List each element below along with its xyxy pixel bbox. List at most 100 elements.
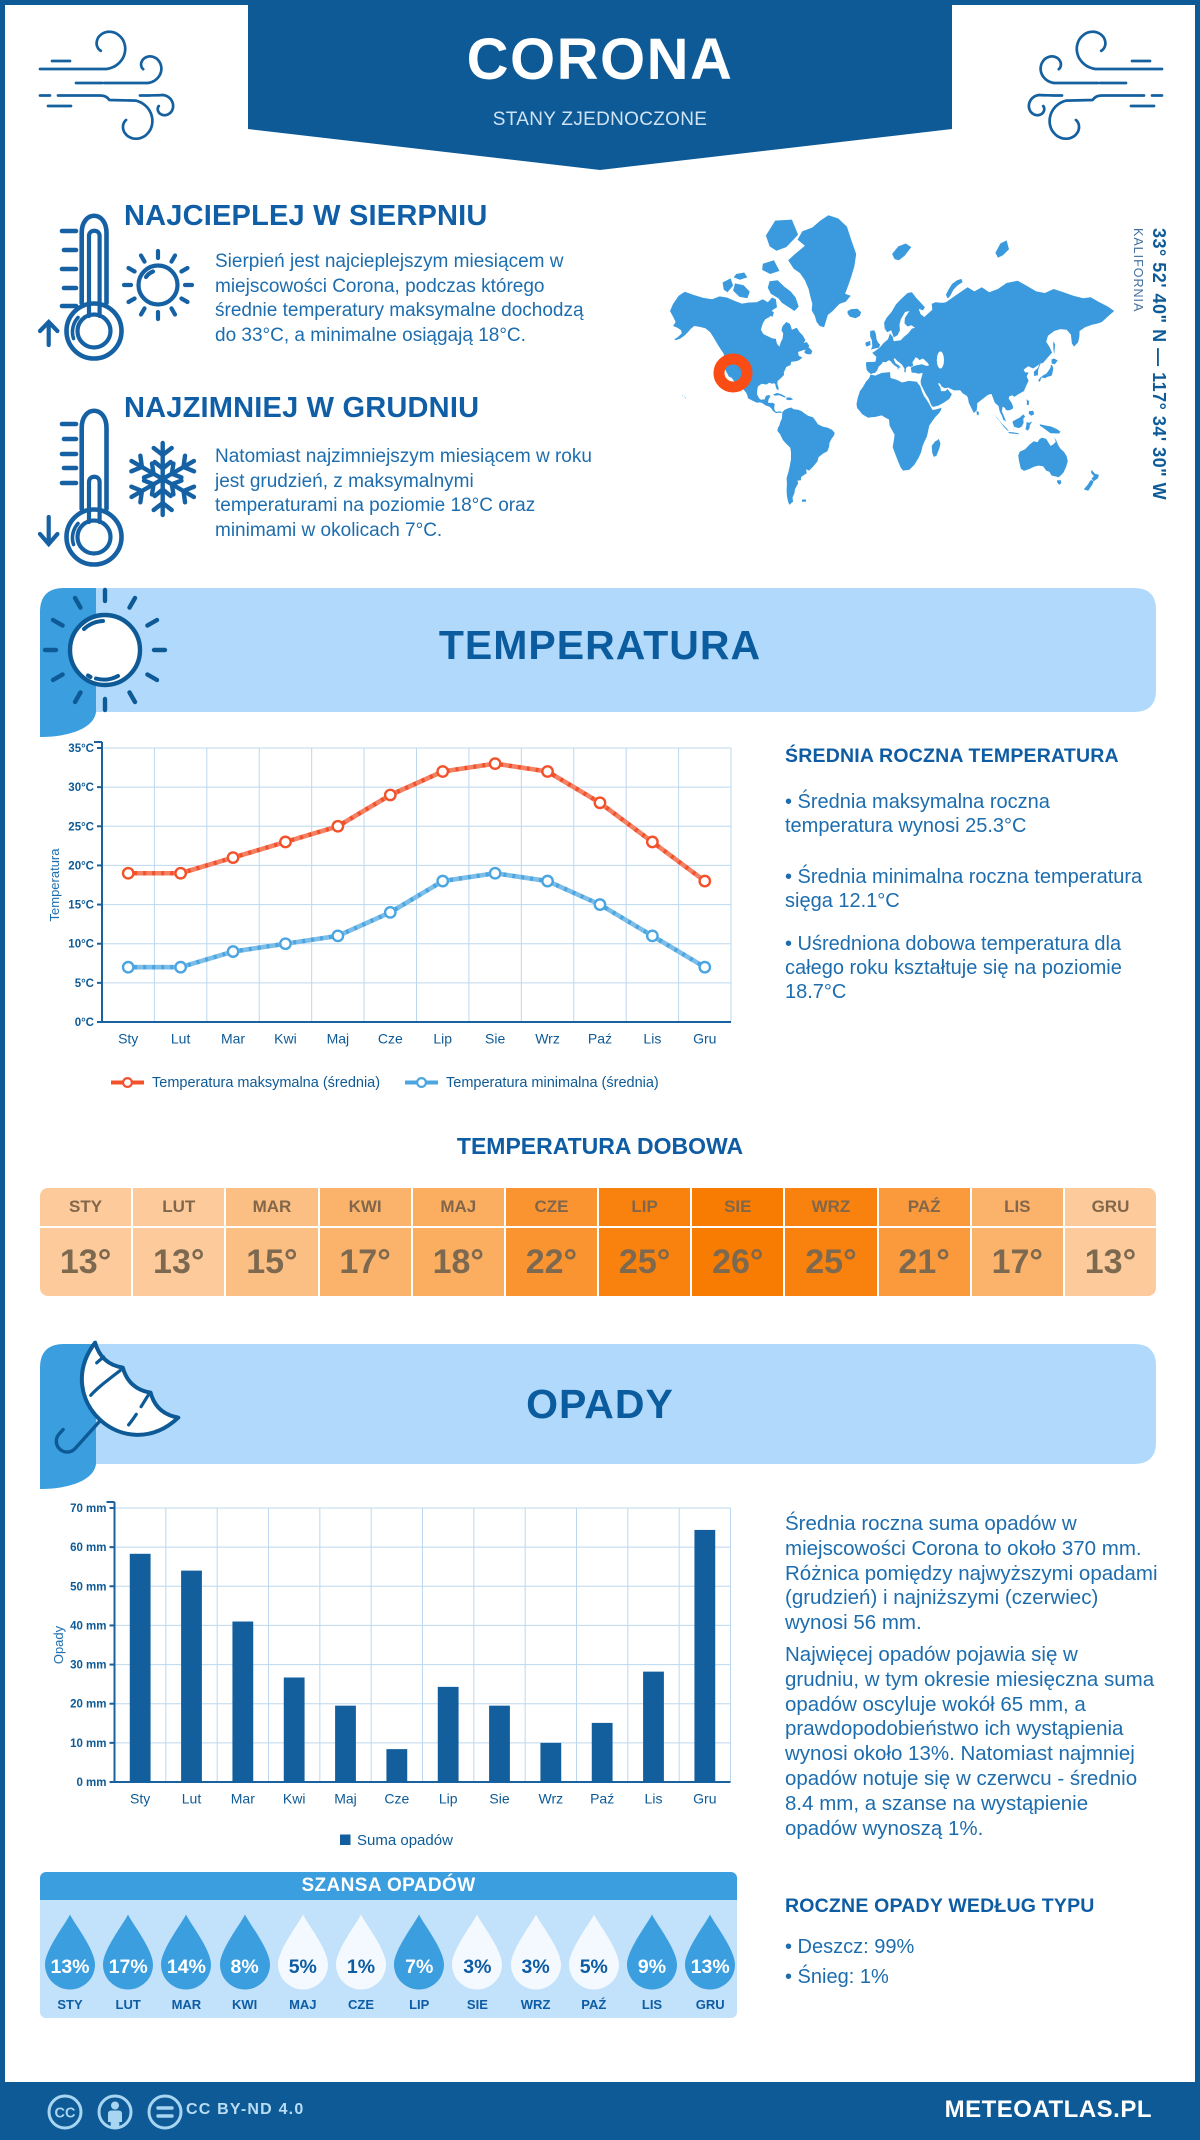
data-point-marker <box>174 866 188 880</box>
x-tick-label: Lut <box>182 1791 202 1807</box>
daily-temp-value: 17° <box>339 1242 391 1281</box>
daily-temp-value: 17° <box>991 1242 1044 1281</box>
chance-drops-row: 13% STY 17% LUT 14% MAR 8% KWI 5% MAJ 1% CZE 7% LIP 3%… <box>40 1900 737 2018</box>
x-tick-label: Lip <box>433 1031 452 1047</box>
drop-percent: 5% <box>579 1956 608 1978</box>
landmass-japan-honshu <box>1038 364 1054 382</box>
landmass-hispaniola <box>786 397 794 401</box>
drop-icon <box>103 1914 154 1990</box>
temperature-line-chart: 0°C 5°C 10°C 15°C 20°C 25°C 30°C 35°C Sty Lut Mar K… <box>47 741 732 1091</box>
chart-legend: Temperatura maksymalna (średnia) Temperat… <box>111 1075 659 1091</box>
data-point-marker <box>436 765 450 778</box>
daily-temp-month: MAR <box>226 1188 318 1228</box>
data-point-marker <box>645 835 659 849</box>
wind-gust-middle <box>102 55 163 85</box>
y-tick-label: 25°C <box>68 821 94 833</box>
drop-icon <box>277 1914 328 1990</box>
landmass-eurasia <box>866 280 1115 422</box>
wind-dashes <box>38 59 104 108</box>
drop-percent: 3% <box>463 1956 492 1978</box>
landmass-banks-island <box>722 278 734 293</box>
x-tick-label: Lut <box>171 1031 191 1047</box>
drop-icon <box>336 1914 386 1990</box>
caspian-sea <box>936 351 945 369</box>
drop-percent: 3% <box>521 1956 550 1978</box>
daily-temp-column: KWI 17° <box>319 1188 411 1296</box>
landmass-svalbard <box>892 243 912 261</box>
precip-type-heading: ROCZNE OPADY WEDŁUG TYPU <box>785 1895 1095 1917</box>
precipitation-bar-chart: 0 mm 10 mm 20 mm 30 mm 40 mm 50 mm 60 mm 70 mm S… <box>51 1501 731 1849</box>
daily-temp-value: 25° <box>805 1242 857 1281</box>
cc-icon <box>47 2094 83 2130</box>
daily-temp-month: WRZ <box>785 1188 877 1228</box>
data-point-marker <box>645 929 659 943</box>
landmass-victoria-island <box>733 283 750 299</box>
daily-temp-value: 18° <box>432 1242 484 1281</box>
chart-gridlines <box>114 1507 731 1782</box>
temperature-section-title: TEMPERATURA <box>438 622 762 668</box>
daily-temp-value: 21° <box>898 1242 950 1281</box>
license-icons: CC <box>47 2094 183 2130</box>
y-axis-title: Temperatura <box>47 848 62 922</box>
svg-text:CC: CC <box>55 2106 76 2122</box>
drop-icon <box>219 1914 270 1990</box>
bar <box>643 1671 664 1782</box>
drop-percent: 14% <box>166 1956 206 1978</box>
landmass-africa <box>856 372 942 471</box>
daily-temp-value: 13° <box>59 1242 112 1281</box>
rain-chance-drop: 3% WRZ <box>506 1913 566 2011</box>
landmass-melville-island <box>733 272 748 280</box>
cold-story-text: Natomiast najzimniejszym miesiącem w rok… <box>215 446 592 541</box>
x-tick-label: Sie <box>489 1791 509 1807</box>
data-point-marker <box>698 874 712 888</box>
x-tick-label: Maj <box>334 1791 357 1807</box>
y-tick-label: 10°C <box>68 939 94 951</box>
y-tick-label: 0°C <box>75 1017 94 1029</box>
daily-temp-column: GRU 13° <box>1064 1188 1156 1296</box>
footer-license-text: CC BY-ND 4.0 <box>186 2101 305 2118</box>
drop-month: KWI <box>231 1997 258 2012</box>
wind-gust-bottom <box>1048 94 1146 141</box>
daily-temp-month: SIE <box>692 1188 784 1228</box>
x-tick-label: Cze <box>384 1791 409 1807</box>
landmass-luzon <box>1026 399 1030 406</box>
x-tick-label: Sty <box>130 1791 150 1807</box>
legend-label: Temperatura maksymalna (średnia) <box>152 1075 380 1091</box>
bar <box>489 1705 510 1782</box>
y-tick-label: 20°C <box>68 860 94 872</box>
drop-icon <box>161 1914 212 1990</box>
attribution-person-icon <box>97 2094 133 2130</box>
drop-month: SIE <box>466 1997 488 2012</box>
landmass-baffin-island <box>767 280 799 311</box>
avg-temp-bullet-min: • Średnia minimalna roczna temperatura s… <box>785 866 1143 913</box>
bar <box>232 1621 254 1782</box>
avg-temp-bullet-daily: • Uśredniona dobowa temperatura dla całe… <box>785 933 1122 1004</box>
rain-chance-drop: 9% LIS <box>622 1913 682 2011</box>
daily-temp-month: GRU <box>1064 1188 1156 1228</box>
precip-type-bullets: • Deszcz: 99% • Śnieg: 1% <box>785 1936 915 1988</box>
x-tick-label: Sty <box>118 1031 138 1047</box>
daily-temp-month: LUT <box>133 1188 225 1228</box>
daily-temp-value: 26° <box>712 1242 764 1281</box>
daily-temp-column: PAŹ 21° <box>878 1188 970 1296</box>
landmass-hawaii-1 <box>682 395 683 396</box>
y-tick-label: 0 mm <box>76 1777 106 1789</box>
data-point-marker <box>121 960 135 974</box>
landmass-ireland <box>865 340 871 347</box>
header-banner <box>248 0 952 170</box>
warm-story-heading: NAJCIEPLEJ W SIERPNIU <box>124 200 488 232</box>
rain-chance-drop: 13% STY <box>40 1913 100 2011</box>
cold-story-heading: NAJZIMNIEJ W GRUDNIU <box>124 392 480 424</box>
daily-temp-value: 13° <box>1084 1242 1137 1281</box>
warm-story-text: Sierpień jest najcieplejszym miesiącem w… <box>215 251 584 346</box>
daily-temp-value: 15° <box>246 1242 298 1281</box>
drop-percent: 9% <box>637 1956 667 1978</box>
drop-month: PAŹ <box>581 1997 607 2012</box>
data-point-marker <box>488 757 502 771</box>
chart-legend: Suma opadów <box>340 1832 453 1849</box>
avg-temp-bullet-max: • Średnia maksymalna roczna temperatura … <box>785 791 1050 838</box>
y-tick-label: 5°C <box>75 978 94 990</box>
data-point-marker <box>593 796 607 810</box>
precip-paragraph-2: Najwięcej opadów pojawia się w grudniu, … <box>785 1643 1155 1840</box>
bar <box>540 1742 562 1782</box>
